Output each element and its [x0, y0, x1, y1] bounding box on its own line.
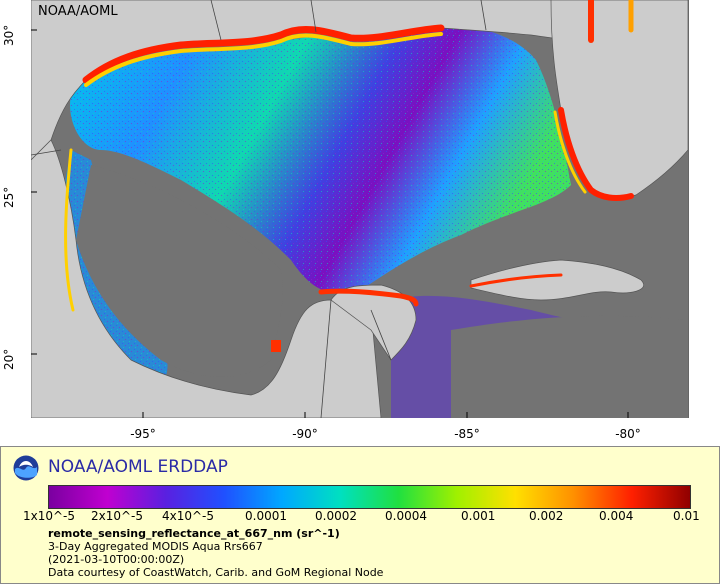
colorbar-tick: 0.0002 — [315, 509, 357, 523]
colorbar — [48, 485, 691, 509]
colorbar-tick: 1x10^-5 — [23, 509, 76, 523]
map-canvas — [31, 0, 688, 418]
coastal-band — [64, 0, 634, 312]
lon-label-85: -85° — [454, 427, 480, 441]
lat-label-20: 20° — [2, 348, 16, 370]
lon-label-80: -80° — [615, 427, 641, 441]
dataset-name: 3-Day Aggregated MODIS Aqua Rrs667 — [48, 540, 263, 553]
colorbar-tick: 4x10^-5 — [162, 509, 215, 523]
lon-label-95: -95° — [130, 427, 156, 441]
noaa-logo-icon — [13, 455, 39, 481]
map-panel: NOAA/AOML — [31, 0, 689, 418]
colorbar-tick: 0.002 — [529, 509, 564, 523]
lon-label-90: -90° — [292, 427, 318, 441]
yucatan-land — [330, 284, 417, 361]
map-corner-label: NOAA/AOML — [38, 4, 118, 19]
cuba-land — [470, 259, 644, 301]
legend-title: NOAA/AOML ERDDAP — [48, 457, 228, 477]
nodata-caribbean — [451, 315, 688, 418]
colorbar-tick: 0.001 — [461, 509, 496, 523]
axis-ticks — [31, 29, 629, 418]
lat-label-30: 30° — [2, 24, 16, 46]
colorbar-tick: 2x10^-5 — [91, 509, 144, 523]
colorbar-tick: 0.004 — [599, 509, 634, 523]
red-patch — [271, 340, 281, 352]
colorbar-tick: 0.0004 — [385, 509, 427, 523]
nodata-western — [76, 165, 283, 377]
political-borders — [31, 0, 487, 418]
land-masses — [31, 0, 688, 418]
time-stamp: (2021-03-10T00:00:00Z) — [48, 553, 185, 566]
mexico-land — [31, 139, 382, 418]
data-courtesy: Data courtesy of CoastWatch, Carib. and … — [48, 566, 384, 579]
colorbar-tick: 0.01 — [673, 509, 700, 523]
variable-name: remote_sensing_reflectance_at_667_nm (sr… — [48, 527, 340, 540]
legend-panel: NOAA/AOML ERDDAP 1x10^-5 2x10^-5 4x10^-5… — [0, 446, 720, 584]
colorbar-tick: 0.0001 — [245, 509, 287, 523]
lat-label-25: 25° — [2, 186, 16, 208]
